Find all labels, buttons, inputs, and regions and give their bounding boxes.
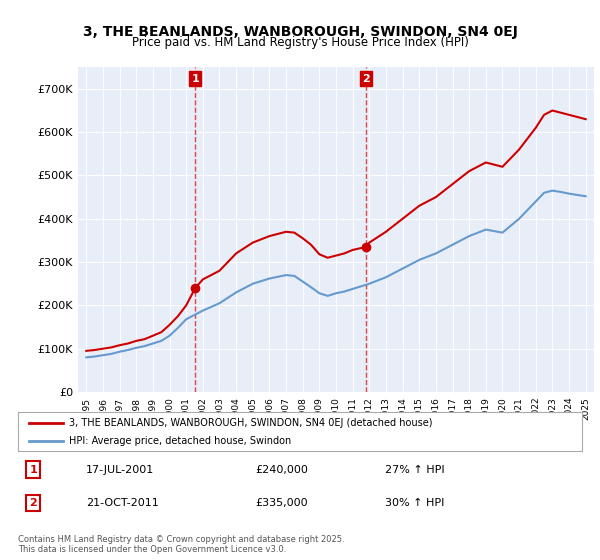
Text: £240,000: £240,000 <box>255 465 308 475</box>
Text: 2: 2 <box>362 74 370 83</box>
Text: 21-OCT-2011: 21-OCT-2011 <box>86 498 158 508</box>
Text: 27% ↑ HPI: 27% ↑ HPI <box>385 465 444 475</box>
Text: £335,000: £335,000 <box>255 498 308 508</box>
Text: HPI: Average price, detached house, Swindon: HPI: Average price, detached house, Swin… <box>69 436 291 446</box>
Text: 30% ↑ HPI: 30% ↑ HPI <box>385 498 444 508</box>
Text: Price paid vs. HM Land Registry's House Price Index (HPI): Price paid vs. HM Land Registry's House … <box>131 36 469 49</box>
Text: 1: 1 <box>29 465 37 475</box>
Text: 3, THE BEANLANDS, WANBOROUGH, SWINDON, SN4 0EJ: 3, THE BEANLANDS, WANBOROUGH, SWINDON, S… <box>83 25 517 39</box>
Text: 17-JUL-2001: 17-JUL-2001 <box>86 465 154 475</box>
Text: 3, THE BEANLANDS, WANBOROUGH, SWINDON, SN4 0EJ (detached house): 3, THE BEANLANDS, WANBOROUGH, SWINDON, S… <box>69 418 432 428</box>
Text: 1: 1 <box>191 74 199 83</box>
Text: 2: 2 <box>29 498 37 508</box>
Text: Contains HM Land Registry data © Crown copyright and database right 2025.
This d: Contains HM Land Registry data © Crown c… <box>18 535 344 554</box>
